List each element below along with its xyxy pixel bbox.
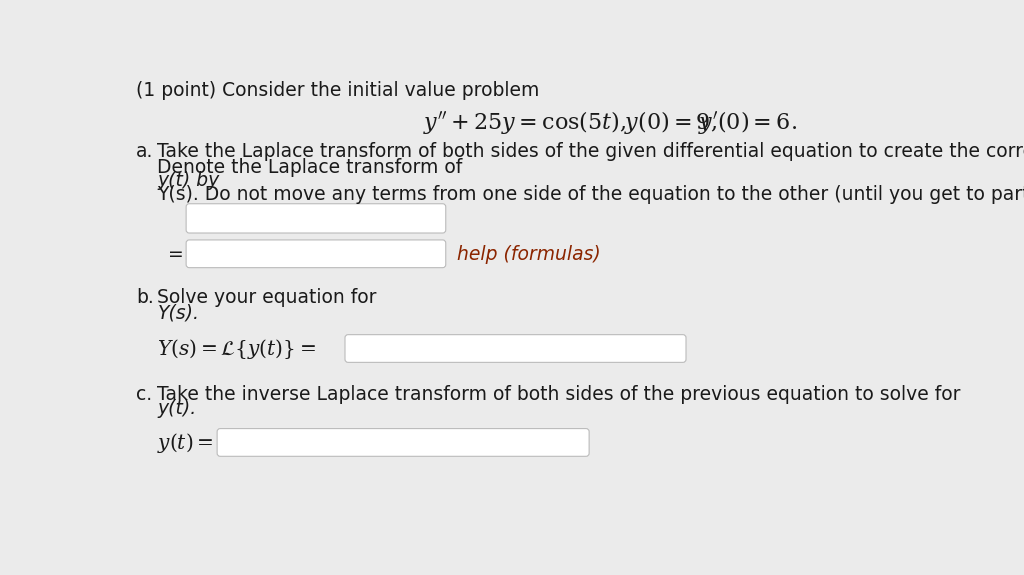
Text: Take the Laplace transform of both sides of the given differential equation to c: Take the Laplace transform of both sides… (158, 142, 1024, 161)
Text: b.: b. (136, 289, 154, 308)
FancyBboxPatch shape (186, 204, 445, 233)
Text: Y(s).: Y(s). (158, 303, 200, 322)
Text: c.: c. (136, 385, 152, 404)
Text: $y(t) =$: $y(t) =$ (158, 431, 214, 455)
FancyBboxPatch shape (217, 428, 589, 457)
Text: =: = (168, 244, 184, 263)
Text: $y'' + 25y = \cos(5t),$: $y'' + 25y = \cos(5t),$ (423, 109, 627, 136)
Text: Denote the Laplace transform of: Denote the Laplace transform of (158, 158, 463, 177)
Text: Y(s). Do not move any terms from one side of the equation to the other (until yo: Y(s). Do not move any terms from one sid… (158, 185, 1024, 204)
Text: $Y(s) = \mathcal{L}\left\{y(t)\right\} =$: $Y(s) = \mathcal{L}\left\{y(t)\right\} =… (158, 337, 316, 361)
Text: $y'(0) = 6.$: $y'(0) = 6.$ (698, 109, 798, 136)
FancyBboxPatch shape (186, 240, 445, 267)
Text: Solve your equation for: Solve your equation for (158, 289, 377, 308)
Text: a.: a. (136, 142, 154, 161)
Text: y(t).: y(t). (158, 399, 197, 419)
Text: $y(0) = 9,$: $y(0) = 9,$ (624, 109, 717, 136)
Text: y(t) by: y(t) by (158, 171, 220, 190)
Text: Take the inverse Laplace transform of both sides of the previous equation to sol: Take the inverse Laplace transform of bo… (158, 385, 961, 404)
FancyBboxPatch shape (345, 335, 686, 362)
Text: help (formulas): help (formulas) (458, 244, 601, 263)
Text: (1 point) Consider the initial value problem: (1 point) Consider the initial value pro… (136, 81, 539, 99)
